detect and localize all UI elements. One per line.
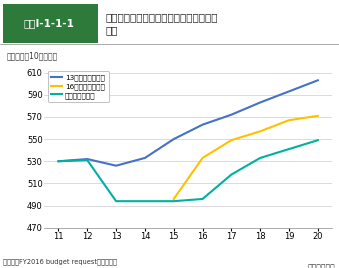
Legend: 13会計年度要求時, 16会計年度要求時, 強制削除の水準: 13会計年度要求時, 16会計年度要求時, 強制削除の水準 (48, 70, 108, 102)
Text: 政府歳出の強制削減が国防予算に与える
影響: 政府歳出の強制削減が国防予算に与える 影響 (105, 12, 218, 35)
FancyBboxPatch shape (3, 4, 98, 43)
Text: （会計年度）: （会計年度） (307, 263, 335, 268)
Text: （本予算：10億ドル）: （本予算：10億ドル） (7, 51, 58, 61)
Text: 図表Ⅰ-1-1-1: 図表Ⅰ-1-1-1 (24, 18, 75, 28)
Text: 米国防省FY2016 budget requestを基に作成: 米国防省FY2016 budget requestを基に作成 (3, 259, 117, 265)
